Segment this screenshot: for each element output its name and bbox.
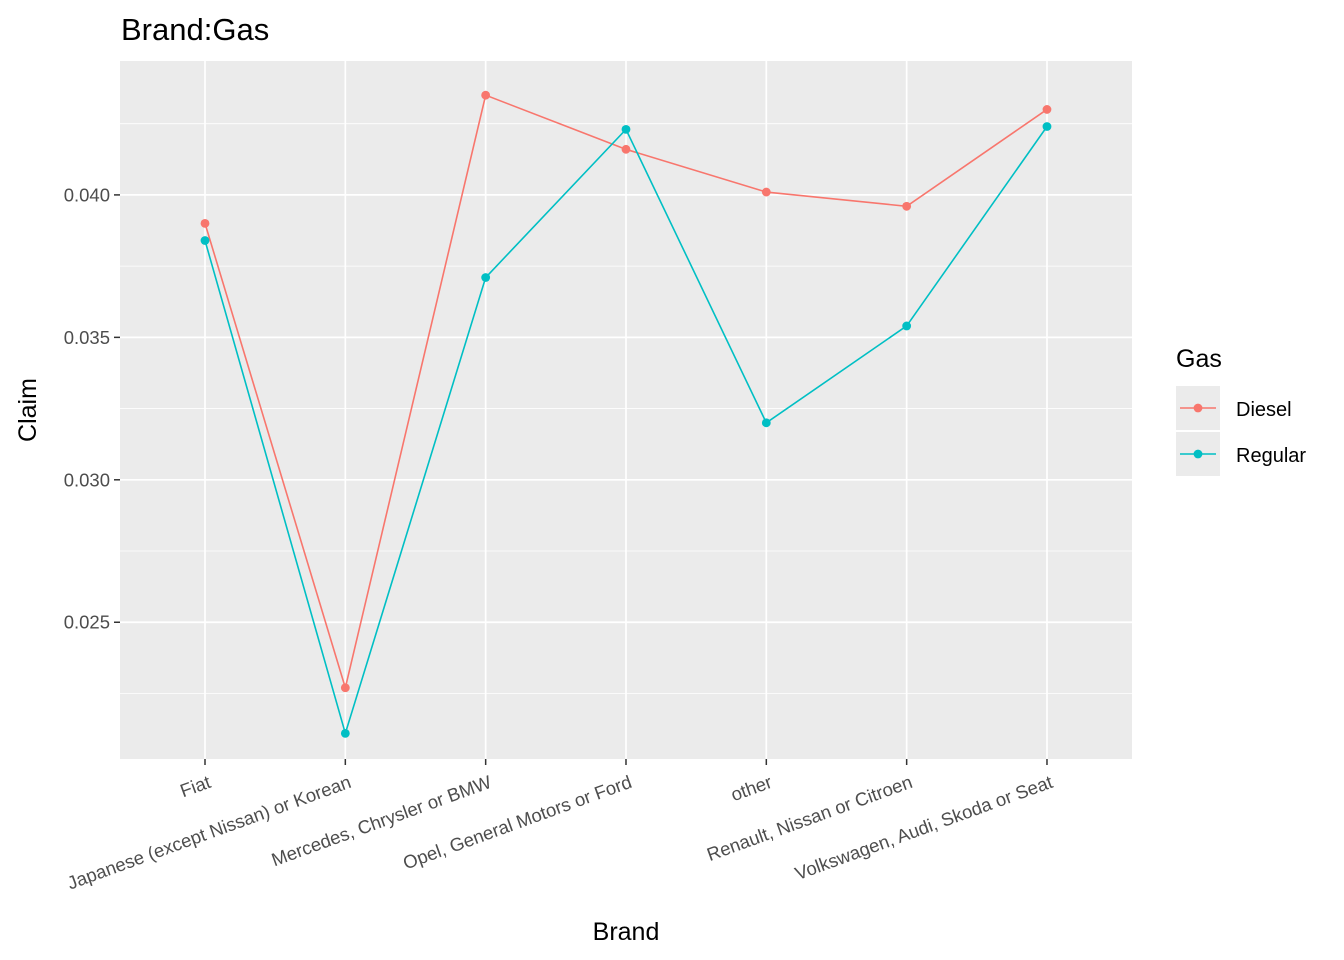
data-point-diesel xyxy=(621,144,631,154)
x-tick-label: Opel, General Motors or Ford xyxy=(400,771,634,873)
data-point-regular xyxy=(761,418,771,428)
y-tick-label: 0.030 xyxy=(64,469,110,490)
data-point-diesel xyxy=(340,683,350,693)
y-axis-title: Claim xyxy=(14,378,42,442)
legend-item-regular[interactable]: Regular xyxy=(1176,432,1306,476)
data-point-regular xyxy=(902,321,912,331)
y-tick-label: 0.035 xyxy=(64,327,110,348)
data-point-diesel xyxy=(200,218,210,228)
legend-key-point xyxy=(1193,449,1203,459)
legend-label: Regular xyxy=(1236,445,1306,467)
legend-label: Diesel xyxy=(1236,399,1292,421)
y-axis-ticks: 0.025 0.030 0.035 0.040 xyxy=(64,184,120,633)
x-tick-label: Volkswagen, Audi, Skoda or Seat xyxy=(792,771,1055,884)
legend[interactable]: Gas Diesel Regular xyxy=(1176,345,1306,476)
data-point-regular xyxy=(200,236,210,245)
x-tick-label: Fiat xyxy=(177,771,213,801)
x-tick-label: other xyxy=(728,771,775,805)
x-axis-title: Brand xyxy=(593,918,660,946)
data-point-diesel xyxy=(481,90,491,100)
major-gridlines xyxy=(120,61,1132,759)
legend-title: Gas xyxy=(1176,345,1222,373)
data-point-diesel xyxy=(761,187,771,197)
data-point-regular xyxy=(340,728,350,738)
legend-key-point xyxy=(1193,403,1203,413)
data-point-regular xyxy=(481,273,491,282)
legend-item-diesel[interactable]: Diesel xyxy=(1176,386,1292,430)
data-point-diesel xyxy=(1042,105,1052,114)
x-tick-label: Mercedes, Chrysler or BMW xyxy=(269,771,495,870)
data-point-regular xyxy=(1042,122,1052,131)
data-point-regular xyxy=(621,124,631,134)
series-points xyxy=(200,90,1052,738)
y-tick-label: 0.040 xyxy=(64,184,110,205)
data-point-diesel xyxy=(902,201,912,211)
y-tick-label: 0.025 xyxy=(64,612,110,633)
chart-title: Brand:Gas xyxy=(121,12,269,47)
